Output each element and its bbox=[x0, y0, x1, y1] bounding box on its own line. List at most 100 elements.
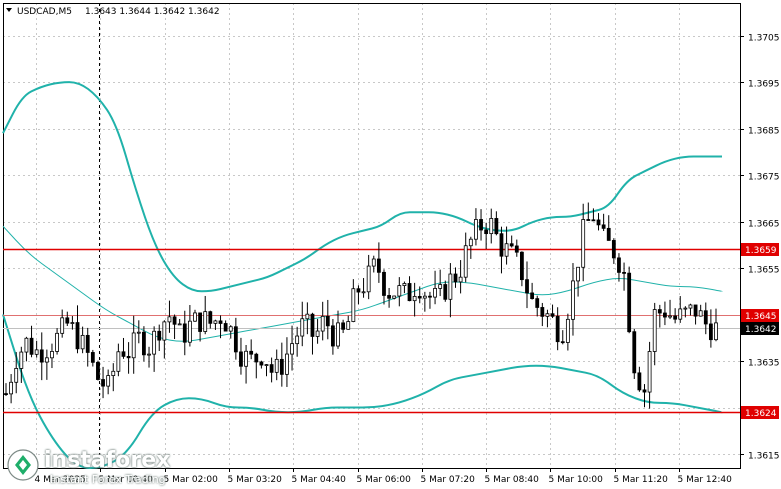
candle-body bbox=[111, 370, 116, 376]
bollinger-upper-band bbox=[2, 81, 722, 293]
candle-body bbox=[596, 219, 601, 226]
candle-body bbox=[576, 266, 580, 282]
candle-body bbox=[249, 350, 254, 355]
candle-body bbox=[152, 330, 157, 355]
x-tick-label: 5 Mar 12:40 bbox=[678, 475, 733, 485]
price-level-box bbox=[741, 243, 779, 256]
price-level-label: 1.3642 bbox=[745, 325, 777, 335]
candle-body bbox=[412, 296, 417, 302]
candle-body bbox=[157, 330, 162, 341]
candle-body bbox=[708, 323, 713, 341]
candle-body bbox=[489, 218, 494, 235]
candle-body bbox=[336, 322, 340, 347]
candle-body bbox=[494, 218, 499, 235]
y-tick-label: 1.3635 bbox=[748, 359, 780, 369]
candle-body bbox=[673, 315, 678, 320]
candle-body bbox=[535, 298, 540, 308]
candle-body bbox=[647, 351, 652, 393]
price-level-box bbox=[741, 309, 779, 322]
candle-body bbox=[147, 353, 151, 356]
candle-body bbox=[458, 276, 463, 283]
candle-body bbox=[581, 219, 586, 268]
candle-body bbox=[34, 349, 39, 355]
candle-body bbox=[106, 375, 111, 387]
candle-body bbox=[422, 295, 427, 299]
candle-body bbox=[341, 322, 346, 330]
candle-body bbox=[601, 224, 606, 229]
candle-body bbox=[443, 284, 448, 300]
candle-body bbox=[392, 295, 397, 299]
candle-body bbox=[167, 316, 172, 323]
candle-body bbox=[228, 326, 233, 332]
chart-symbol-label: USDCAD,M5 bbox=[17, 7, 72, 17]
x-tick-label: 5 Mar 04:40 bbox=[292, 475, 347, 485]
price-level-label: 1.3645 bbox=[745, 312, 777, 322]
candle-body bbox=[530, 292, 535, 300]
candle-body bbox=[55, 332, 59, 352]
instaforex-logo-icon bbox=[7, 449, 39, 481]
candle-body bbox=[499, 233, 504, 257]
candle-body bbox=[254, 353, 259, 363]
candle-body bbox=[586, 219, 591, 221]
candle-body bbox=[75, 322, 80, 350]
candle-body bbox=[96, 361, 100, 380]
candle-body bbox=[346, 321, 351, 330]
x-tick-label: 5 Mar 06:00 bbox=[357, 475, 412, 485]
candle-body bbox=[244, 350, 248, 367]
candle-body bbox=[80, 334, 85, 350]
candle-body bbox=[361, 291, 366, 294]
candle-body bbox=[468, 238, 473, 247]
candle-body bbox=[627, 272, 632, 333]
chart-ohlc-values: 1.3643 1.3644 1.3642 1.3642 bbox=[85, 7, 220, 17]
candle-body bbox=[448, 273, 453, 300]
candle-body bbox=[714, 322, 718, 341]
candle-body bbox=[203, 311, 208, 332]
candle-body bbox=[376, 258, 381, 273]
candle-body bbox=[116, 351, 121, 372]
candle-body bbox=[19, 351, 24, 369]
candle-body bbox=[474, 219, 478, 240]
candle-body bbox=[504, 243, 509, 257]
candle-body bbox=[208, 311, 213, 324]
y-tick-label: 1.3695 bbox=[748, 80, 780, 90]
candle-body bbox=[136, 331, 141, 334]
x-tick-label: 5 Mar 02:00 bbox=[164, 475, 219, 485]
candle-body bbox=[703, 310, 708, 325]
x-tick-label: 5 Mar 11:20 bbox=[614, 475, 669, 485]
candle-body bbox=[239, 351, 243, 367]
candle-body bbox=[39, 349, 44, 363]
candle-body bbox=[198, 312, 203, 332]
candle-body bbox=[351, 288, 356, 322]
plot-frame bbox=[3, 3, 741, 469]
candle-body bbox=[24, 337, 29, 353]
candle-body bbox=[131, 332, 136, 359]
candle-body bbox=[617, 257, 621, 273]
candle-body bbox=[366, 265, 371, 293]
price-level-label: 1.3624 bbox=[745, 409, 777, 419]
header-dropdown-icon[interactable] bbox=[6, 8, 12, 12]
candle-body bbox=[591, 219, 596, 222]
candle-body bbox=[70, 322, 75, 324]
candle-body bbox=[417, 296, 422, 299]
candle-body bbox=[325, 315, 330, 327]
price-level-box bbox=[741, 322, 779, 335]
candle-body bbox=[4, 393, 8, 396]
candle-body bbox=[560, 341, 565, 344]
candle-body bbox=[14, 368, 19, 383]
candle-body bbox=[331, 325, 335, 347]
candle-body bbox=[172, 316, 177, 325]
candle-body bbox=[269, 364, 274, 373]
x-tick-label: 5 Mar 03:20 bbox=[228, 475, 283, 485]
candle-body bbox=[428, 295, 432, 298]
candle-body bbox=[29, 337, 34, 355]
candle-body bbox=[606, 227, 611, 241]
y-tick-label: 1.3685 bbox=[748, 127, 780, 137]
instaforex-logo: instaforex Instant Forex Trading bbox=[6, 446, 196, 488]
candle-body bbox=[279, 358, 284, 375]
candle-body bbox=[264, 364, 269, 366]
candle-body bbox=[60, 317, 65, 334]
candle-body bbox=[514, 245, 519, 253]
candle-body bbox=[315, 330, 320, 337]
